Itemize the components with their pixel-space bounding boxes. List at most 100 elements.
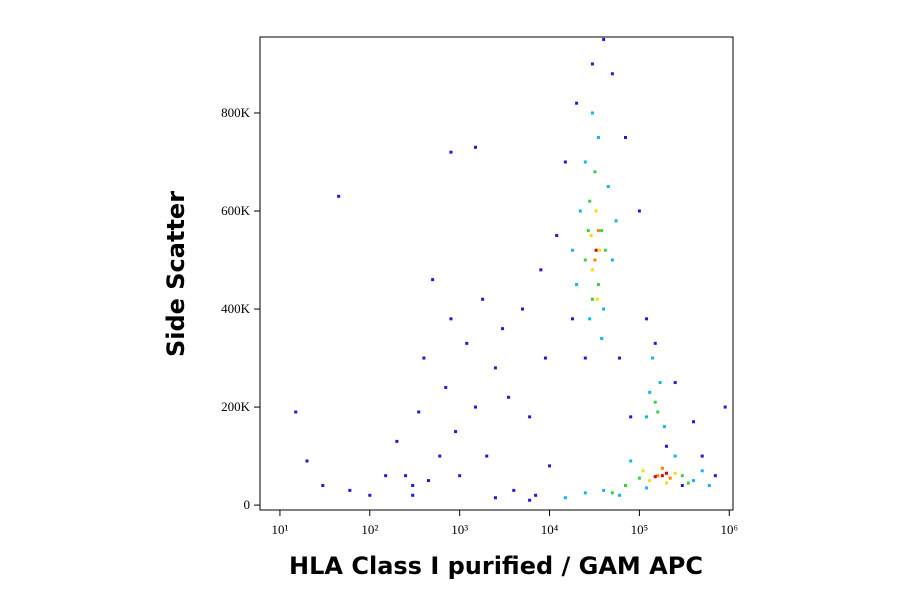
point — [570, 317, 574, 321]
point — [431, 278, 435, 282]
point — [700, 454, 704, 458]
point — [656, 410, 660, 414]
point — [653, 475, 657, 479]
point — [501, 327, 505, 331]
point — [473, 405, 477, 409]
point — [305, 459, 309, 463]
point — [548, 464, 552, 468]
point — [578, 209, 582, 213]
point — [485, 454, 489, 458]
point — [637, 209, 641, 213]
x-tick-label: 10¹ — [271, 522, 288, 537]
point — [606, 184, 610, 188]
point — [583, 258, 587, 262]
point — [653, 341, 657, 345]
point — [493, 366, 497, 370]
point — [653, 400, 657, 404]
point — [528, 498, 532, 502]
point — [575, 101, 579, 105]
point — [610, 72, 614, 76]
point — [629, 459, 633, 463]
point — [600, 229, 604, 233]
point — [586, 229, 590, 233]
point — [648, 390, 652, 394]
point — [583, 491, 587, 495]
point — [645, 486, 649, 490]
point — [623, 135, 627, 139]
point — [664, 481, 668, 485]
point — [602, 488, 606, 492]
point — [404, 474, 408, 478]
point — [570, 248, 574, 252]
point — [583, 356, 587, 360]
point — [594, 248, 598, 252]
point — [604, 248, 608, 252]
point — [598, 248, 602, 252]
point — [723, 405, 727, 409]
point — [528, 415, 532, 419]
point — [395, 439, 399, 443]
point — [645, 317, 649, 321]
point — [588, 199, 592, 203]
y-tick-label: 800K — [221, 105, 251, 120]
x-tick-label: 10³ — [451, 522, 468, 537]
point — [658, 381, 662, 385]
point — [348, 488, 352, 492]
y-tick-label: 200K — [221, 399, 251, 414]
point — [539, 268, 543, 272]
point — [680, 483, 684, 487]
y-axis-label: Side Scatter — [162, 191, 190, 357]
point — [660, 466, 664, 470]
point — [294, 410, 298, 414]
point — [645, 415, 649, 419]
point — [422, 356, 426, 360]
point — [594, 209, 598, 213]
point — [637, 476, 641, 480]
plot-frame — [259, 36, 734, 511]
point — [411, 483, 415, 487]
point — [493, 496, 497, 500]
point — [588, 317, 592, 321]
point — [563, 160, 567, 164]
point — [368, 493, 372, 497]
point — [583, 160, 587, 164]
point — [590, 297, 594, 301]
y-tick-label: 400K — [221, 301, 251, 316]
point — [664, 471, 668, 475]
point — [692, 420, 696, 424]
point — [686, 481, 690, 485]
point — [713, 474, 717, 478]
y-tick-label: 0 — [244, 497, 251, 512]
point — [668, 476, 672, 480]
point — [337, 194, 341, 198]
point — [384, 474, 388, 478]
x-tick-label: 10⁵ — [631, 522, 649, 537]
point — [623, 483, 627, 487]
point — [664, 444, 668, 448]
point — [543, 356, 547, 360]
point — [438, 454, 442, 458]
point — [595, 297, 599, 301]
point — [651, 356, 655, 360]
point — [590, 268, 594, 272]
x-tick-label: 10² — [361, 522, 378, 537]
point — [614, 219, 618, 223]
x-tick-label: 10⁴ — [541, 522, 559, 537]
point — [629, 415, 633, 419]
point — [465, 341, 469, 345]
point — [473, 145, 477, 149]
point — [411, 493, 415, 497]
point — [449, 317, 453, 321]
point — [596, 135, 600, 139]
point — [610, 491, 614, 495]
y-tick-label: 600K — [221, 203, 251, 218]
point — [602, 307, 606, 311]
point — [481, 297, 485, 301]
point — [458, 474, 462, 478]
point — [596, 229, 600, 233]
point — [427, 479, 431, 483]
point — [602, 37, 606, 41]
point — [617, 493, 621, 497]
point — [590, 62, 594, 66]
